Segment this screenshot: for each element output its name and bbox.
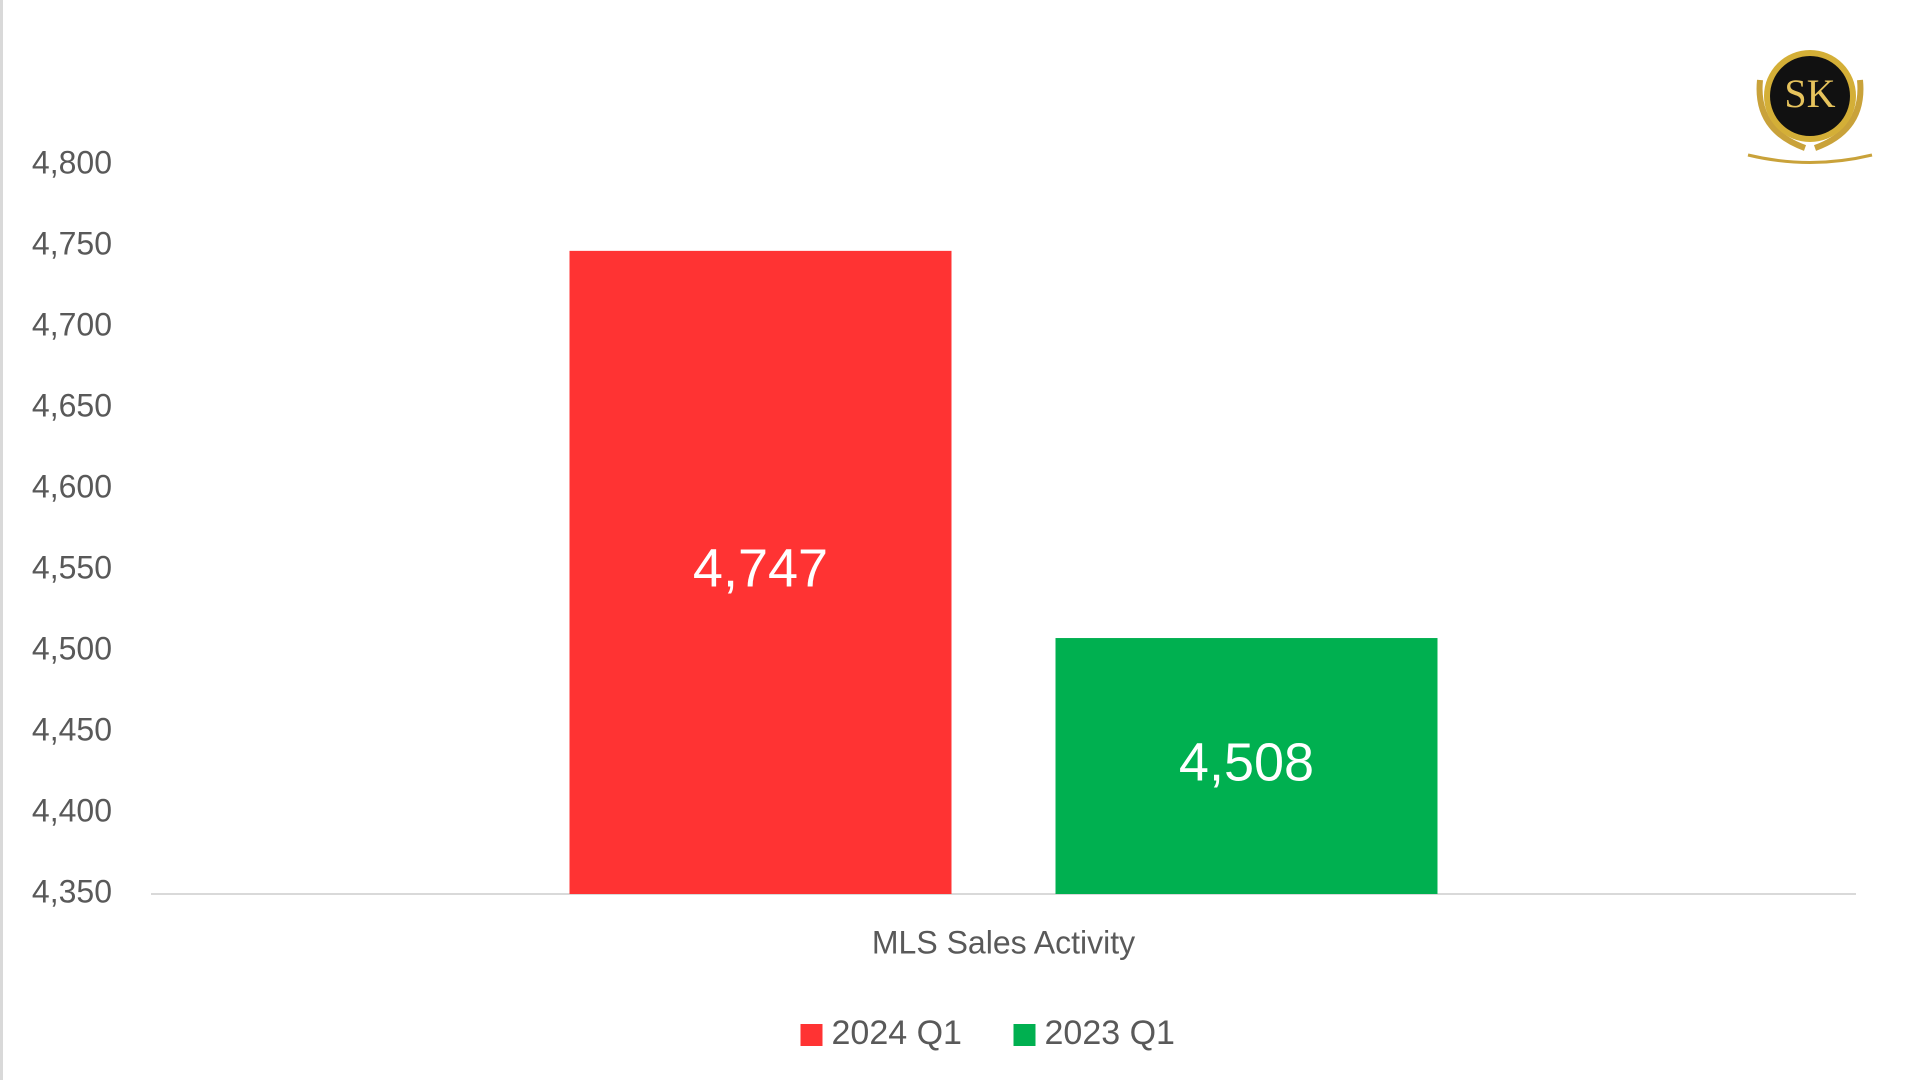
value-label: 4,508 — [1179, 732, 1314, 792]
bar — [569, 250, 952, 895]
y-tick-label: 4,500 — [32, 630, 112, 666]
legend-swatch — [800, 1024, 823, 1046]
y-tick-label: 4,550 — [32, 549, 112, 585]
logo-text: SK — [1784, 71, 1835, 116]
logo-ribbon — [1747, 153, 1873, 164]
y-tick-label: 4,800 — [32, 144, 112, 180]
legend-label: 2023 Q1 — [1045, 1014, 1175, 1052]
y-tick-label: 4,700 — [32, 306, 112, 342]
y-tick-label: 4,450 — [32, 711, 112, 747]
legend-label: 2024 Q1 — [832, 1014, 962, 1052]
logo-disc — [1770, 56, 1850, 136]
value-label: 4,747 — [693, 539, 828, 599]
y-tick-label: 4,400 — [32, 792, 112, 828]
logo: SK — [1747, 50, 1873, 164]
bar — [1055, 638, 1438, 894]
y-tick-label: 4,650 — [32, 387, 112, 423]
y-tick-label: 4,350 — [32, 873, 112, 909]
x-tick-label: MLS Sales Activity — [872, 924, 1135, 960]
y-tick-label: 4,600 — [32, 468, 112, 504]
legend-swatch — [1013, 1024, 1036, 1046]
y-tick-label: 4,750 — [32, 225, 112, 261]
logo-laurel — [1756, 79, 1864, 151]
